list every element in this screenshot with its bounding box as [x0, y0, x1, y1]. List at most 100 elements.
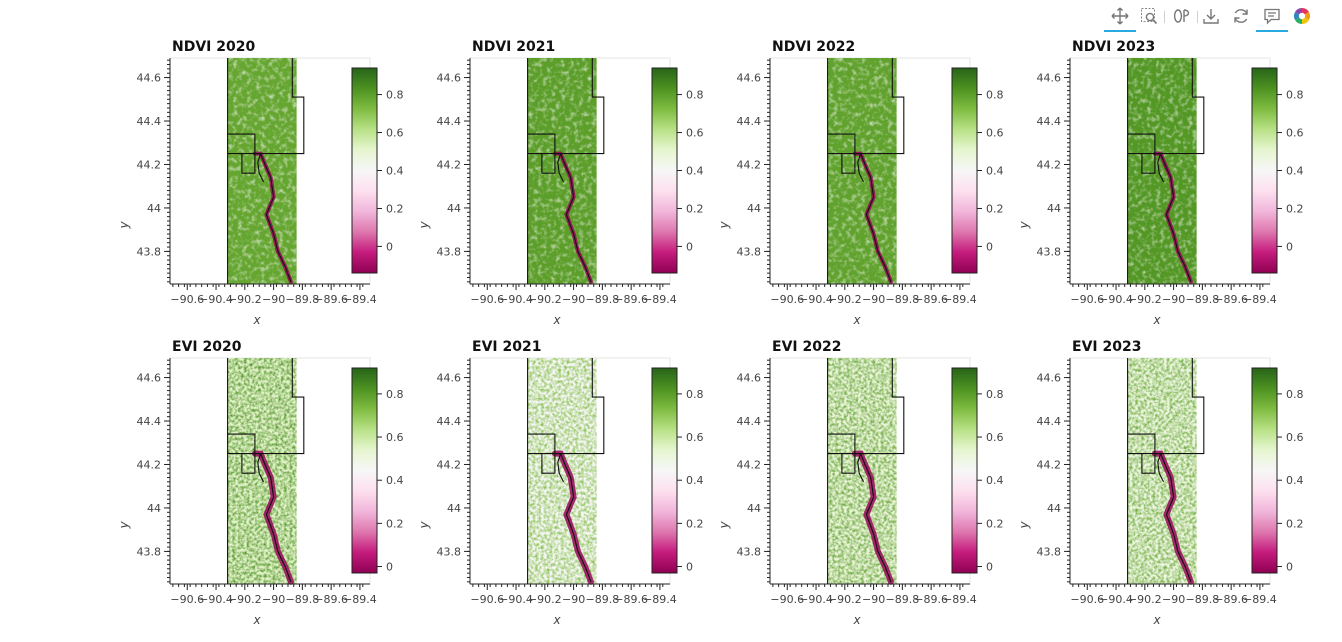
- county-boundary: [1127, 58, 1205, 155]
- raster-texture: [1127, 58, 1197, 284]
- x-tick-label: −90.2: [528, 293, 562, 306]
- box-zoom-icon: [1141, 8, 1158, 25]
- y-tick-label: 44.2: [737, 158, 762, 171]
- colorbar-tick-label: 0.4: [1286, 474, 1304, 487]
- panel-title: NDVI 2022: [772, 39, 855, 55]
- x-axis-label: x: [852, 613, 861, 627]
- y-tick-label: 43.8: [737, 245, 762, 258]
- colorbar: 0 0.2 0.4 0.6 0.8: [1251, 67, 1304, 274]
- colorbar-tick-label: 0.2: [986, 517, 1004, 530]
- county-boundary: [827, 433, 856, 474]
- colorbar-tick-label: 0.4: [686, 165, 704, 178]
- y-axis-label: y: [117, 521, 131, 530]
- reset-icon: [1234, 9, 1248, 23]
- colorbar-tick-label: 0.8: [986, 388, 1004, 401]
- y-tick-label: 44.6: [1037, 72, 1062, 85]
- county-boundary: [227, 358, 305, 455]
- y-axis-label: y: [717, 521, 731, 530]
- x-tick-label: −90: [862, 293, 885, 306]
- x-tick-label: −90.2: [228, 593, 262, 606]
- y-tick-label: 44.4: [137, 415, 162, 428]
- raster-image: [1127, 58, 1197, 284]
- comment-icon: [1264, 8, 1280, 25]
- county-boundary: [1127, 358, 1205, 455]
- colorbar-gradient: [1251, 367, 1278, 574]
- y-tick-label: 44.4: [1037, 415, 1062, 428]
- x-tick-label: −89.4: [643, 293, 677, 306]
- x-tick-label: −89.8: [586, 293, 620, 306]
- x-axis-label: x: [552, 613, 561, 627]
- colorbar-tick-label: 0.6: [986, 127, 1004, 140]
- county-boundary: [227, 133, 256, 174]
- x-tick-label: −90.6: [1070, 593, 1104, 606]
- y-tick-label: 44.4: [737, 115, 762, 128]
- colorbar-tick-label: 0: [686, 561, 693, 574]
- panel-title: EVI 2020: [172, 339, 242, 355]
- y-axis-label: y: [417, 221, 431, 230]
- x-tick-label: −89.6: [614, 593, 648, 606]
- y-tick-label: 43.8: [137, 545, 162, 558]
- x-axis-label: x: [552, 313, 561, 327]
- x-tick-label: −90.4: [199, 593, 233, 606]
- y-axis-label: y: [1017, 521, 1031, 530]
- colorbar-tick-label: 0.8: [386, 89, 404, 102]
- x-tick-label: −90.6: [470, 293, 504, 306]
- plot-panel: NDVI 202043.84444.244.444.6y−90.6−90.4−9…: [117, 39, 404, 327]
- county-boundary: [1127, 133, 1156, 174]
- colorbar-tick-label: 0.4: [1286, 165, 1304, 178]
- x-tick-label: −89.4: [1243, 293, 1277, 306]
- y-tick-label: 44.6: [1037, 372, 1062, 385]
- colorbar: 0 0.2 0.4 0.6 0.8: [1251, 367, 1304, 574]
- y-tick-label: 44.4: [1037, 115, 1062, 128]
- x-tick-label: −90: [1162, 293, 1185, 306]
- raster-image: [227, 58, 297, 284]
- y-tick-label: 44.2: [137, 158, 162, 171]
- hover-tool[interactable]: [1256, 4, 1288, 32]
- x-tick-label: −90.4: [499, 293, 533, 306]
- county-boundary: [854, 153, 892, 282]
- colorbar-tick-label: 0.4: [386, 474, 404, 487]
- colorbar-gradient: [351, 67, 378, 274]
- county-boundary: [257, 153, 264, 183]
- y-tick-label: 44.4: [137, 115, 162, 128]
- y-tick-label: 44.4: [437, 415, 462, 428]
- save-tool[interactable]: [1199, 4, 1223, 28]
- x-tick-label: −90.2: [828, 593, 862, 606]
- x-tick-label: −90.6: [170, 593, 204, 606]
- bokeh-logo[interactable]: [1290, 4, 1314, 28]
- wheel-zoom-tool[interactable]: [1170, 4, 1194, 28]
- colorbar-tick-label: 0: [386, 561, 393, 574]
- y-tick-label: 44: [447, 502, 461, 515]
- y-tick-label: 43.8: [737, 545, 762, 558]
- colorbar-tick-label: 0.6: [686, 127, 704, 140]
- x-tick-label: −90.4: [799, 293, 833, 306]
- y-tick-label: 44.2: [1037, 458, 1062, 471]
- colorbar-tick-label: 0.2: [1286, 517, 1304, 530]
- raster-texture: [527, 58, 597, 284]
- colorbar-tick-label: 0: [986, 561, 993, 574]
- pan-tool[interactable]: [1104, 4, 1136, 32]
- y-tick-label: 43.8: [437, 245, 462, 258]
- county-boundary: [1157, 453, 1164, 483]
- plot-toolbar: [1100, 2, 1340, 32]
- county-boundary: [254, 153, 292, 282]
- x-tick-label: −90.4: [499, 593, 533, 606]
- x-tick-label: −89.6: [314, 593, 348, 606]
- colorbar: 0 0.2 0.4 0.6 0.8: [951, 67, 1004, 274]
- county-boundary: [827, 358, 905, 455]
- x-tick-label: −89.6: [1214, 293, 1248, 306]
- county-boundary: [554, 453, 592, 582]
- x-tick-label: −89.4: [343, 593, 377, 606]
- y-tick-label: 44.6: [437, 372, 462, 385]
- county-boundary: [827, 58, 905, 155]
- bokeh-logo-icon: [1293, 7, 1311, 24]
- reset-tool[interactable]: [1229, 4, 1253, 28]
- colorbar-tick-label: 0: [1286, 561, 1293, 574]
- x-tick-label: −89.8: [586, 593, 620, 606]
- y-tick-label: 44: [1047, 202, 1061, 215]
- plot-panel: EVI 202043.84444.244.444.6y−90.6−90.4−90…: [117, 339, 404, 627]
- county-boundary: [227, 433, 256, 474]
- box-zoom-tool[interactable]: [1137, 4, 1161, 28]
- county-boundary: [254, 453, 292, 582]
